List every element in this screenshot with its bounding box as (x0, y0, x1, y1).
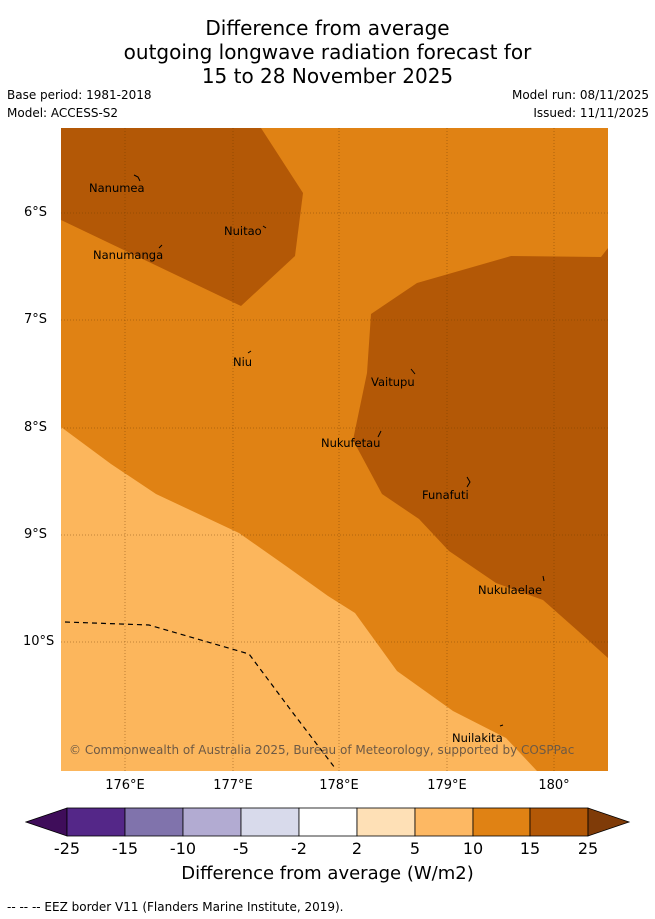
base-period: Base period: 1981-2018 (7, 88, 152, 102)
place-label-niu: Niu (233, 355, 252, 369)
lon-label-180: 180° (538, 778, 570, 793)
colorbar-segment-8 (472, 807, 531, 837)
place-label-nanumanga: Nanumanga (93, 248, 163, 262)
colorbar-tick-15: 15 (519, 839, 541, 858)
colorbar-segment-1 (66, 807, 126, 837)
map-copyright: © Commonwealth of Australia 2025, Bureau… (69, 743, 574, 757)
colorbar-tick-10: 10 (462, 839, 484, 858)
title-line-1: Difference from average (205, 16, 450, 40)
lat-label-7s: 7°S (24, 312, 48, 327)
lat-label-8s: 8°S (24, 420, 48, 435)
lon-label-176e: 176°E (105, 778, 145, 793)
place-label-vaitupu: Vaitupu (371, 375, 415, 389)
place-label-funafuti: Funafuti (422, 488, 469, 502)
model-run: Model run: 08/11/2025 (511, 88, 649, 102)
map-gridlines (61, 128, 608, 771)
map-band-5-10-southwest (61, 427, 537, 771)
place-label-nuitao: Nuitao (224, 224, 262, 238)
map-band-15-25-east (353, 248, 608, 658)
lat-label-9s: 9°S (24, 527, 48, 542)
eez-footnote: -- -- -- EEZ border V11 (Flanders Marine… (7, 900, 344, 914)
issued-date: Issued: 11/11/2025 (533, 106, 649, 120)
island-vaitupu (410, 368, 416, 375)
colorbar (25, 807, 631, 837)
colorbar-tick-minus10: -10 (169, 839, 197, 858)
place-label-nukulaelae: Nukulaelae (478, 583, 542, 597)
colorbar-tick-minus2: -2 (291, 839, 307, 858)
colorbar-segment-4 (240, 807, 300, 837)
colorbar-segment-7 (414, 807, 474, 837)
island-nuitao (262, 225, 267, 229)
island-nanumea (133, 174, 141, 182)
lon-label-179e: 179°E (427, 778, 467, 793)
colorbar-segment-9 (529, 807, 589, 837)
island-nukufetau (377, 430, 382, 438)
colorbar-extend-low (25, 807, 68, 837)
colorbar-tick-2: 2 (351, 839, 363, 858)
eez-border (64, 621, 336, 769)
island-funafuti (466, 476, 471, 488)
place-label-nuilakita: Nuilakita (452, 731, 503, 745)
colorbar-segment-2 (124, 807, 184, 837)
lon-label-178e: 178°E (319, 778, 359, 793)
island-nukulaelae (542, 575, 545, 582)
island-nanumanga (158, 244, 163, 249)
anomaly-map: Nanumea Nuitao Nanumanga Niu Vaitupu Nuk… (61, 128, 608, 771)
colorbar-segment-3 (182, 807, 242, 837)
island-nuilakita (499, 724, 504, 727)
colorbar-tick-5: 5 (409, 839, 421, 858)
colorbar-tick-minus5: -5 (233, 839, 249, 858)
title-line-2: outgoing longwave radiation forecast for (123, 40, 532, 64)
chart-title: Difference from average outgoing longwav… (0, 16, 655, 88)
lat-label-6s: 6°S (24, 205, 48, 220)
map-band-15-25-northwest (61, 128, 303, 306)
lon-label-177e: 177°E (213, 778, 253, 793)
place-label-nukufetau: Nukufetau (321, 436, 380, 450)
colorbar-tick-minus15: -15 (111, 839, 139, 858)
colorbar-tick-minus25: -25 (53, 839, 81, 858)
colorbar-segment-6 (356, 807, 416, 837)
model-name: Model: ACCESS-S2 (7, 106, 119, 120)
island-marks (133, 174, 545, 727)
colorbar-label: Difference from average (W/m2) (181, 863, 474, 884)
title-line-3: 15 to 28 November 2025 (201, 64, 454, 88)
island-niu (247, 350, 252, 354)
colorbar-tick-25: 25 (577, 839, 599, 858)
lat-label-10s: 10°S (23, 634, 55, 649)
colorbar-segment-5 (298, 807, 358, 837)
place-label-nanumea: Nanumea (89, 181, 145, 195)
colorbar-extend-high (587, 807, 631, 837)
